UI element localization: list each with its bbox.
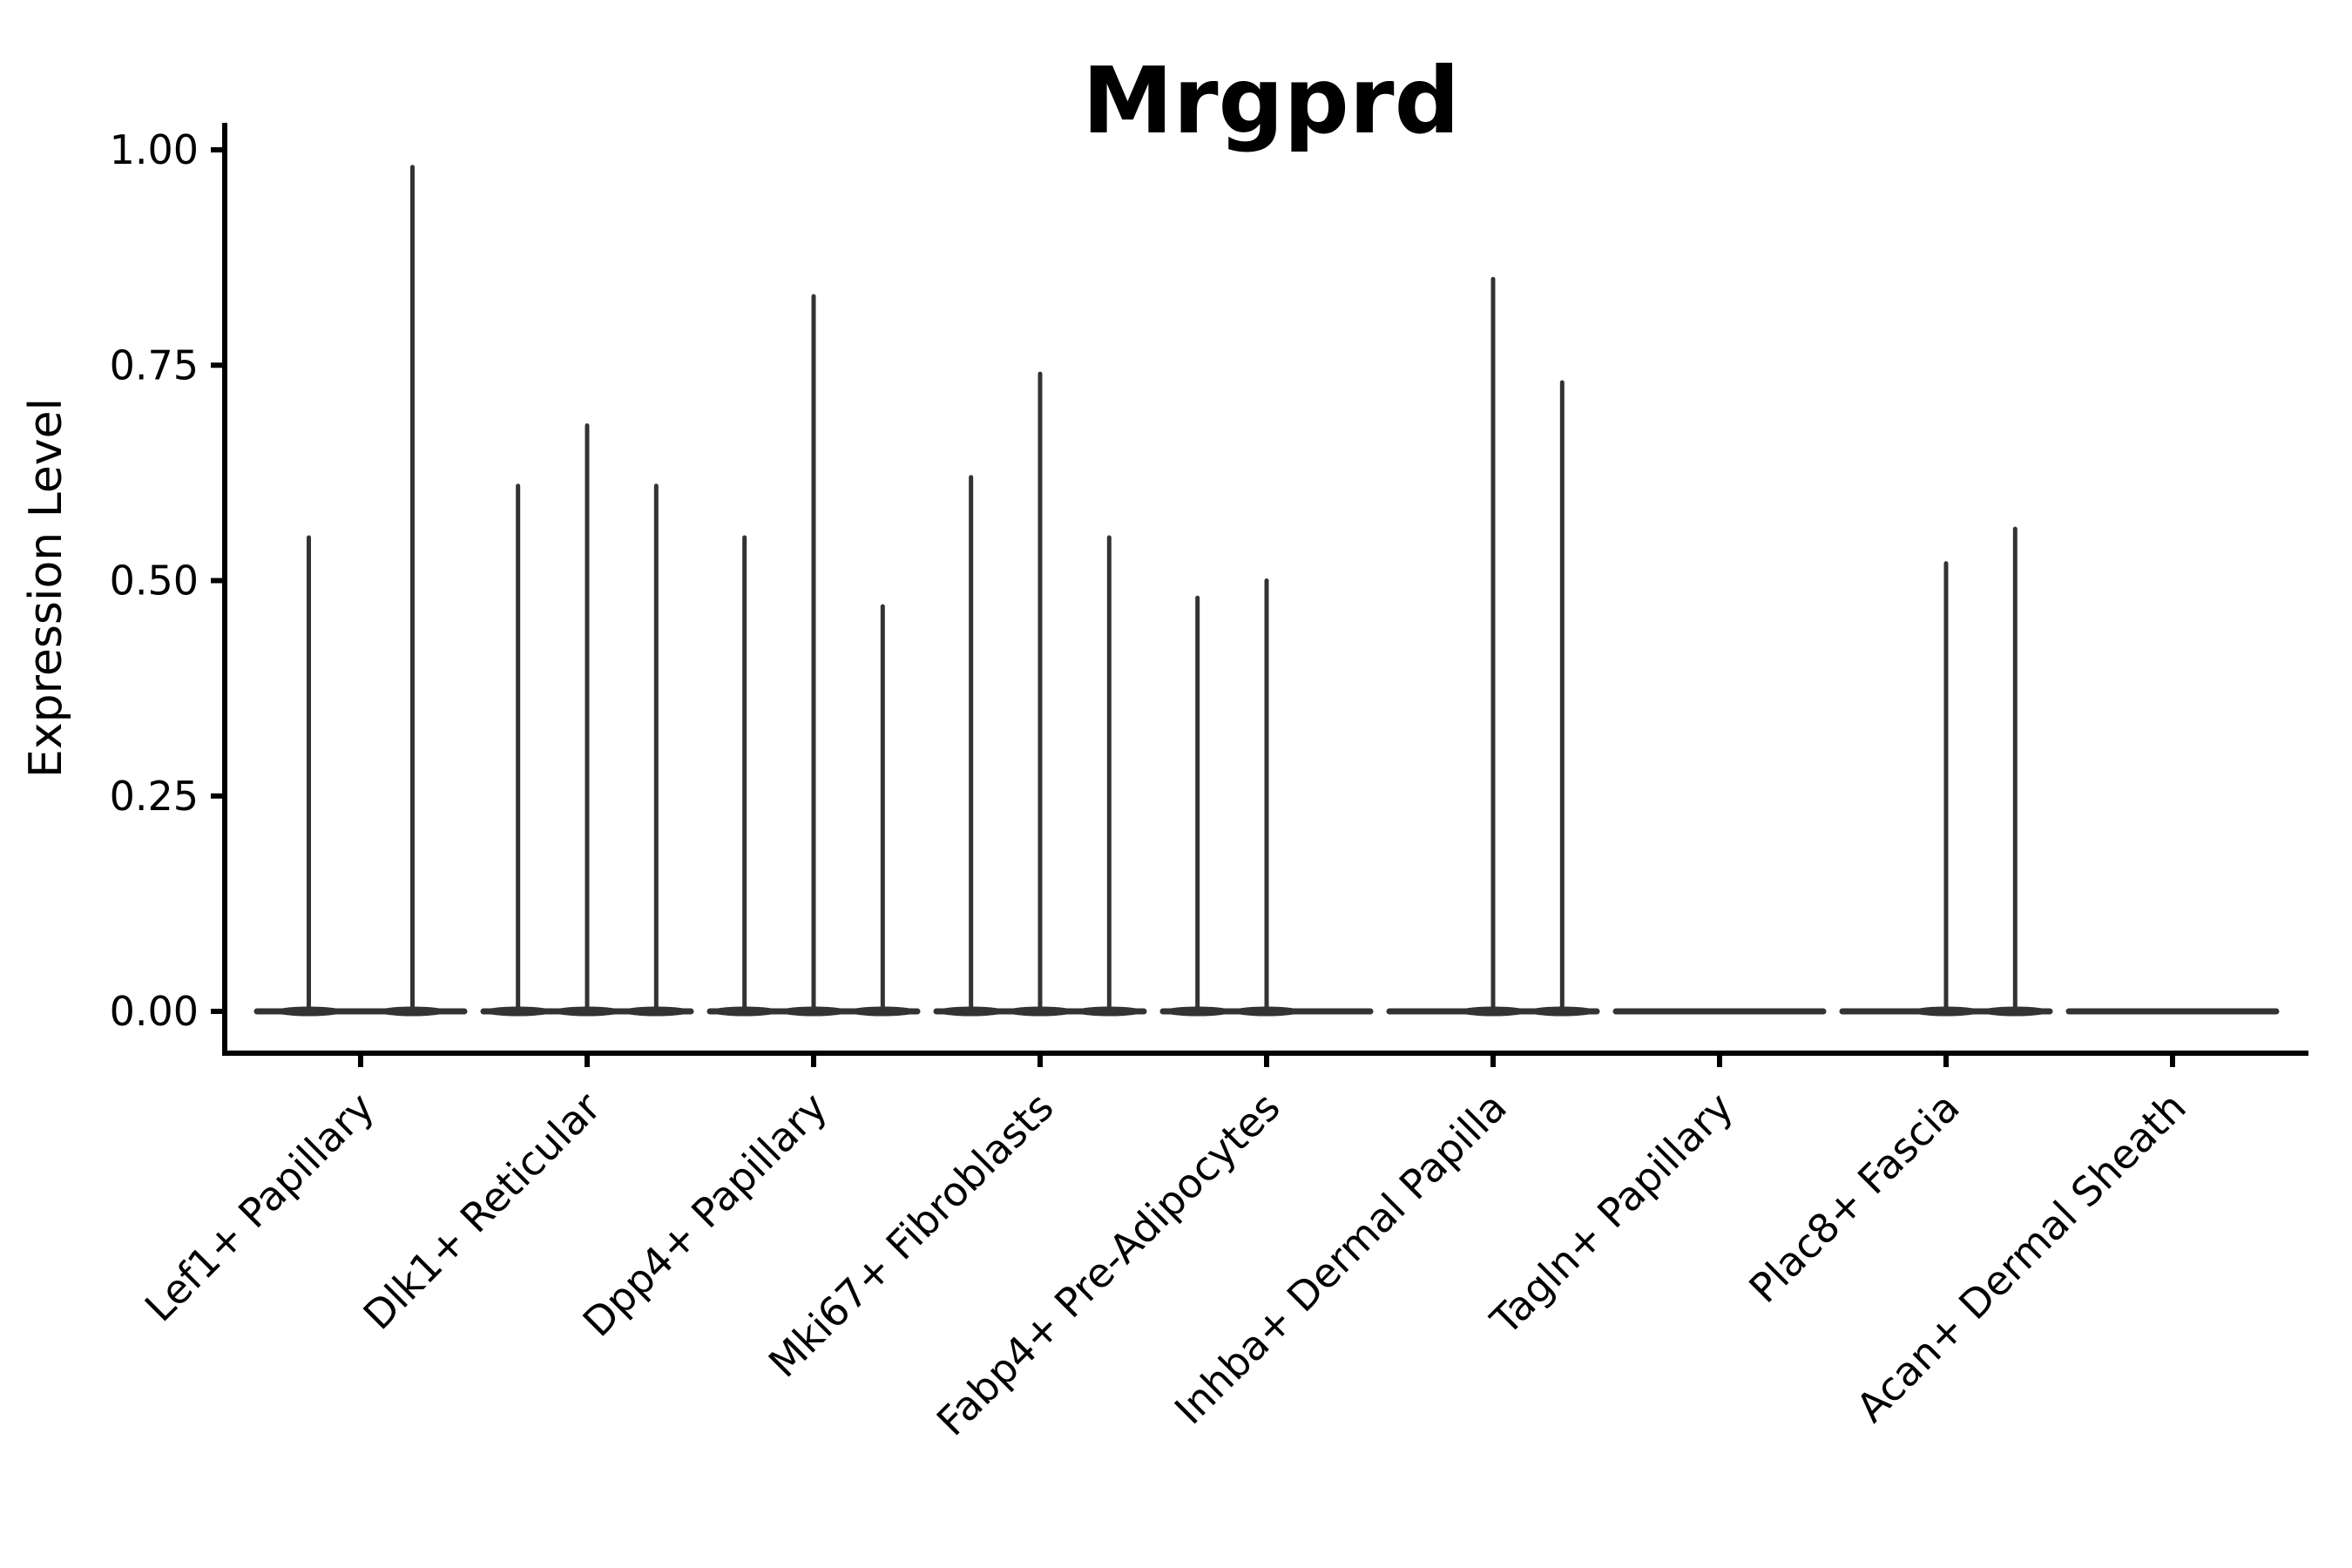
y-tick-label: 0.75 <box>110 341 199 389</box>
category-label: Dpp4+ Papillary <box>574 1084 836 1346</box>
violins-layer <box>253 165 2280 1017</box>
y-tick-label: 0.25 <box>110 773 199 820</box>
y-tick-label: 0.50 <box>110 558 199 605</box>
y-axis-title: Expression Level <box>20 398 72 778</box>
category-label: Dlk1+ Reticular <box>355 1084 610 1339</box>
axes-layer: 0.00 0.25 0.50 0.75 1.00 Lef1+ PapillaryDlk1+… <box>110 123 2308 1445</box>
y-tick-label: 0.00 <box>110 988 199 1035</box>
chart-title: Mrgprd <box>1082 48 1460 154</box>
category-label: Tagln+ Papillary <box>1481 1084 1742 1345</box>
category-label: Lef1+ Papillary <box>136 1084 383 1331</box>
y-tick-label: 1.00 <box>110 126 199 173</box>
category-label: Plac8+ Fascia <box>1740 1084 1968 1312</box>
